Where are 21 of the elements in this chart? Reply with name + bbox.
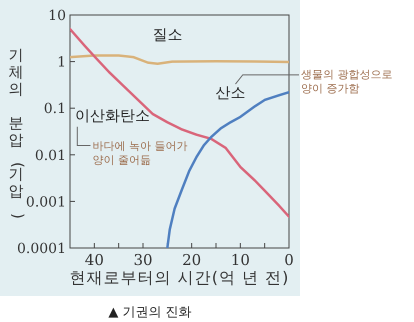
y-tick-label: 10 bbox=[48, 8, 66, 24]
x-tick-label: 10 bbox=[230, 251, 250, 269]
y-tick-label: 0.001 bbox=[26, 194, 66, 210]
x-tick-label: 30 bbox=[133, 251, 153, 269]
x-tick-label: 20 bbox=[182, 251, 202, 269]
text: 기체의 분압(기압) bbox=[8, 46, 28, 219]
series-label: 이산화탄소 bbox=[74, 106, 150, 124]
x-tick-label: 40 bbox=[84, 251, 104, 269]
text: ▲ 기권의 진화 bbox=[108, 305, 192, 320]
y-tick-label: 0.0001 bbox=[17, 241, 66, 257]
annotation: 바다에 녹아 들어가 양이 줄어듦 bbox=[92, 139, 188, 166]
line-series bbox=[70, 54, 289, 65]
y-tick-label: 0.1 bbox=[44, 101, 66, 118]
y-tick-label: 1 bbox=[57, 54, 66, 71]
y-tick-label: 0.01 bbox=[34, 148, 66, 164]
line-series bbox=[70, 28, 289, 218]
x-tick-label: 0 bbox=[284, 251, 294, 269]
x-axis-title: 현재로부터의 시간(억 년 전) bbox=[70, 268, 290, 287]
series-label: 산소 bbox=[216, 83, 246, 102]
text: 생물의 광합성으로 양이 증가함 bbox=[301, 68, 392, 95]
series-label: 질소 bbox=[152, 25, 182, 44]
